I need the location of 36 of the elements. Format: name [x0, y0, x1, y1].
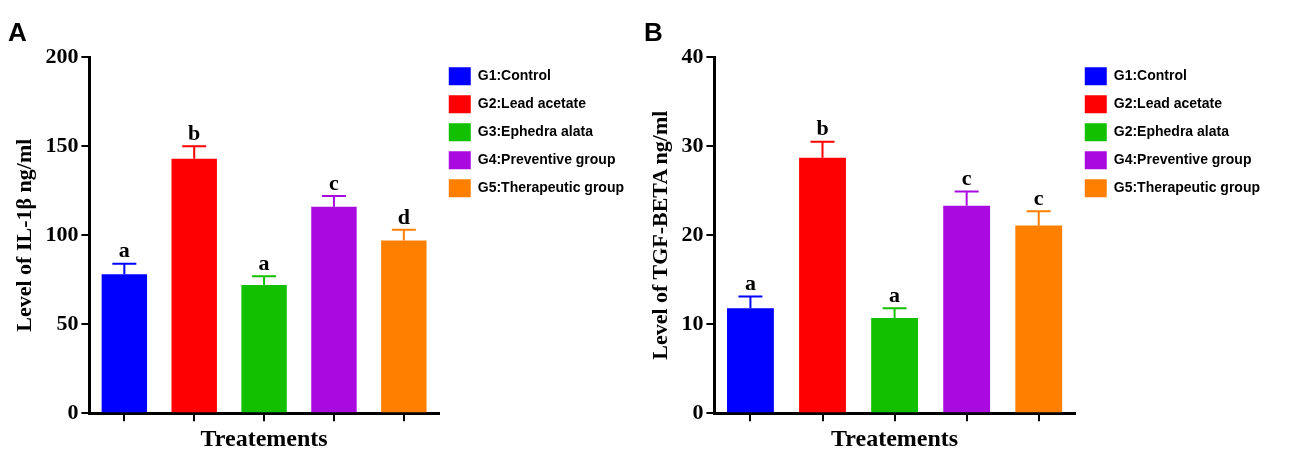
x-axis-title: Treatements [831, 424, 959, 451]
y-axis-title: Level of IL-1β ng/ml [10, 138, 36, 332]
data-label: a [889, 281, 901, 307]
legend-label: G5:Therapeutic group [1113, 179, 1260, 196]
data-label: c [329, 169, 340, 195]
data-label: b [188, 119, 201, 145]
legend-label: G4:Preventive group [1113, 151, 1252, 168]
y-tick-label: 0 [67, 398, 79, 424]
y-tick-label: 200 [45, 42, 79, 68]
legend-label: G5:Therapeutic group [477, 179, 624, 196]
data-label: d [397, 203, 410, 229]
legend-label: G2:Lead acetate [1113, 95, 1223, 112]
y-tick-label: 150 [45, 131, 79, 157]
legend-label: G4:Preventive group [477, 151, 616, 168]
legend-label: G1:Control [477, 67, 551, 84]
legend-label: G2:Lead acetate [477, 95, 587, 112]
data-label: a [258, 249, 270, 275]
data-label: a [744, 270, 756, 296]
legend-label: G2:Ephedra alata [1113, 123, 1230, 140]
x-axis-title: Treatements [200, 424, 328, 451]
data-label: a [118, 237, 130, 263]
legend-label: G1:Control [1113, 67, 1187, 84]
data-label: c [961, 165, 972, 191]
legend-label: G3:Ephedra alata [477, 123, 594, 140]
y-tick-label: 40 [681, 42, 704, 68]
y-tick-label: 20 [681, 220, 704, 246]
data-label: b [816, 115, 829, 141]
data-label: c [1033, 184, 1044, 210]
y-tick-label: 30 [681, 131, 704, 157]
y-tick-label: 0 [692, 398, 704, 424]
y-tick-label: 10 [681, 309, 704, 335]
y-tick-label: 100 [45, 220, 79, 246]
y-axis-title: Level of TGF-BETA ng/ml [646, 110, 672, 360]
y-tick-label: 50 [56, 309, 79, 335]
chart-title: B [644, 16, 663, 47]
chart-title: A [8, 16, 27, 47]
